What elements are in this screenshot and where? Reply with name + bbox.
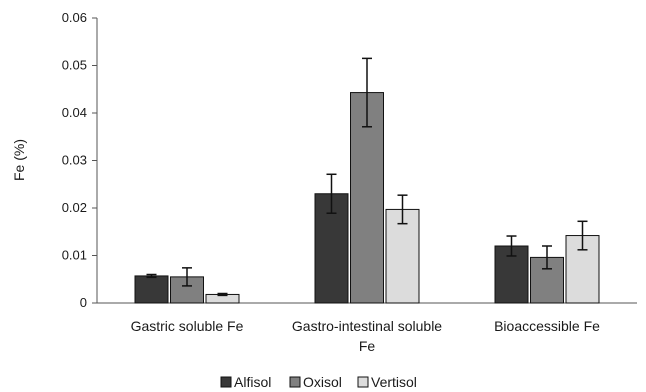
legend-swatch-oxisol (289, 376, 301, 388)
y-tick-label: 0 (80, 295, 87, 310)
legend-label: Oxisol (303, 374, 342, 390)
category-label: Fe (359, 338, 376, 354)
category-label: Gastric soluble Fe (131, 318, 244, 334)
bar-oxisol (350, 92, 384, 304)
y-tick-label: 0.04 (62, 105, 87, 120)
category-label: Bioaccessible Fe (494, 318, 600, 334)
y-axis-title: Fe (%) (11, 139, 27, 181)
bar-vertisol (385, 208, 420, 304)
y-tick-label: 0.06 (62, 10, 87, 25)
category-label: Gastro-intestinal soluble (292, 318, 442, 334)
legend-swatch-vertisol (357, 376, 369, 388)
bar-alfisol (134, 275, 169, 304)
legend-label: Alfisol (234, 374, 271, 390)
y-tick-label: 0.05 (62, 58, 87, 73)
y-tick-label: 0.03 (62, 153, 87, 168)
legend-swatch-alfisol (220, 376, 232, 388)
y-tick-label: 0.01 (62, 248, 87, 263)
y-tick-label: 0.02 (62, 200, 87, 215)
legend-label: Vertisol (371, 374, 417, 390)
